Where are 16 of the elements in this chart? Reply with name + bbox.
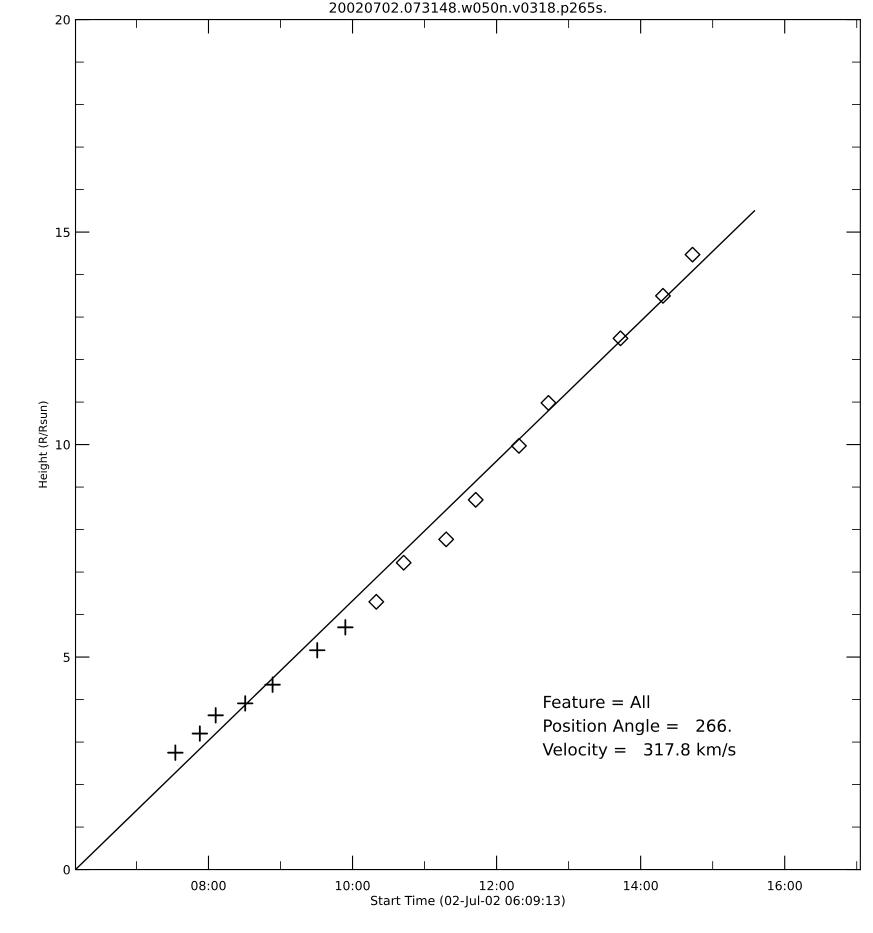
annotation: Position Angle = 266. <box>544 719 731 736</box>
y-tick-label: 15 <box>56 228 70 238</box>
y-tick-label: 10 <box>56 440 70 450</box>
x-tick-label: 08:00 <box>191 880 226 890</box>
y-tick-label: 0 <box>64 865 70 874</box>
x-tick-label: 12:00 <box>480 880 514 890</box>
x-axis-title: Start Time (02-Jul-02 06:09:13) <box>370 896 565 908</box>
y-tick-label: 20 <box>56 15 70 25</box>
y-tick-label: 5 <box>64 652 70 662</box>
annotation: Velocity = 317.8 km/s <box>542 742 736 759</box>
x-tick-label: 14:00 <box>624 880 658 890</box>
y-axis-title: Height (R/Rsun) <box>38 402 50 488</box>
annotation: Feature = All <box>544 695 650 708</box>
x-tick-label: 16:00 <box>768 880 802 890</box>
x-tick-label: 10:00 <box>336 880 370 890</box>
chart-title: 20020702.073148.w050n.v0318.p265s. <box>330 2 606 16</box>
